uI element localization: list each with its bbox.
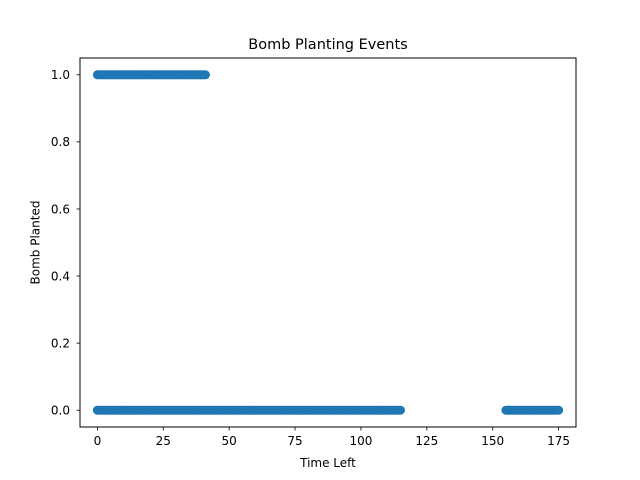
data-point [200, 70, 210, 80]
x-tick-label: 125 [415, 434, 438, 448]
x-axis-label: Time Left [299, 456, 356, 470]
y-tick-label: 0.4 [51, 269, 70, 283]
x-tick-label: 0 [94, 434, 102, 448]
data-point [554, 405, 564, 415]
x-tick-label: 150 [481, 434, 504, 448]
y-tick-label: 0.2 [51, 336, 70, 350]
x-tick-label: 100 [349, 434, 372, 448]
x-tick-label: 75 [287, 434, 302, 448]
y-tick-label: 0.6 [51, 202, 70, 216]
x-tick-label: 25 [156, 434, 171, 448]
y-tick-label: 1.0 [51, 68, 70, 82]
x-tick-label: 50 [222, 434, 237, 448]
x-axis-ticks: 0 25 50 75 100 125 150 175 [94, 427, 570, 448]
data-point [395, 405, 405, 415]
y-axis-label: Bomb Planted [29, 201, 43, 285]
y-axis-ticks: 0.0 0.2 0.4 0.6 0.8 1.0 [51, 68, 80, 418]
y-tick-label: 0.0 [51, 404, 70, 418]
data-points [92, 70, 564, 415]
chart-title: Bomb Planting Events [248, 37, 407, 53]
x-tick-label: 175 [547, 434, 570, 448]
plot-frame [79, 57, 577, 428]
y-tick-label: 0.8 [51, 135, 70, 149]
